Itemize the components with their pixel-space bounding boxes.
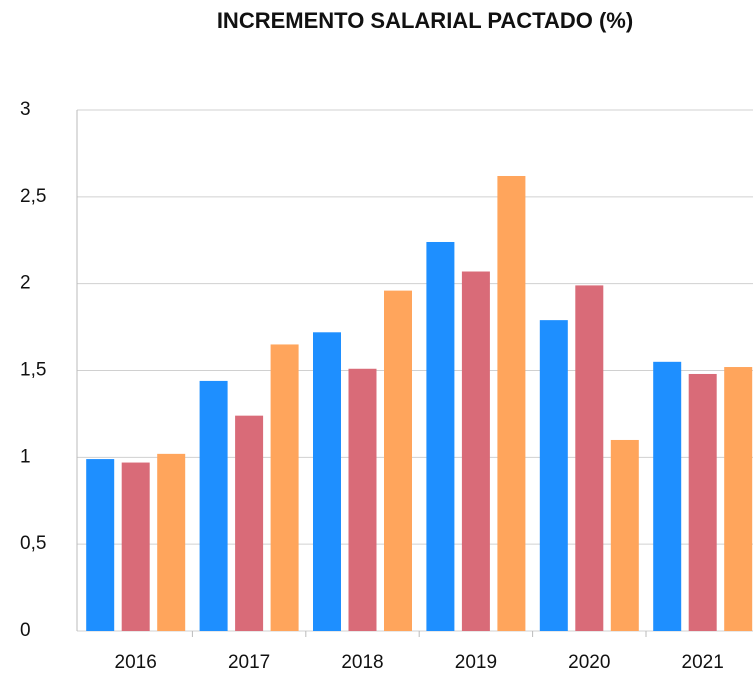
y-tick-label: 0,5 [20,533,46,554]
y-tick-label: 2 [20,273,31,294]
bar [270,344,299,631]
bar [461,271,490,631]
x-tick-label: 2021 [682,652,724,673]
bar [575,285,604,631]
y-tick-label: 0 [20,620,31,641]
bar [235,415,264,631]
bar [157,453,186,631]
y-tick-label: 1 [20,446,31,467]
y-tick-label: 1,5 [20,360,46,381]
x-tick-label: 2020 [568,652,610,673]
x-tick-label: 2019 [455,652,497,673]
bar [426,241,455,631]
bar [539,320,568,631]
bar [348,368,377,631]
x-tick-label: 2017 [228,652,270,673]
bar [610,439,639,631]
chart-title: INCREMENTO SALARIAL PACTADO (%) [217,8,633,33]
y-tick-label: 2,5 [20,186,46,207]
bar [199,380,228,631]
bar [653,361,682,631]
bar [121,462,150,631]
bar [86,459,115,631]
y-tick-label: 3 [20,99,31,120]
x-tick-label: 2016 [115,652,157,673]
bar [724,367,753,631]
bar [497,175,526,631]
bar [688,373,717,631]
bar [384,290,412,631]
x-tick-label: 2018 [341,652,383,673]
bar [313,332,341,631]
